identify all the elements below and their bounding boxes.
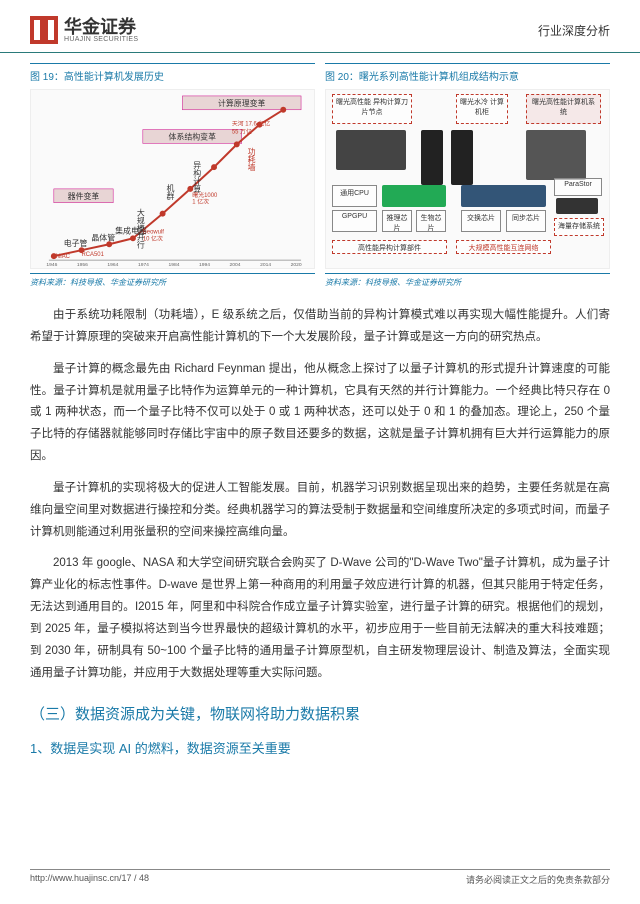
figure-20: 图 20：曙光系列高性能计算机组成结构示意 曙光高性能 异构计算刀片节点 曙光水… [325,63,610,291]
diag-bottom-r: 大规模高性能互连网络 [456,240,551,254]
logo-text-cn: 华金证券 [64,18,138,36]
figure-19-source: 资料来源：科技导报、华金证券研究所 [30,273,315,291]
paragraph-1: 由于系统功耗限制（功耗墙），E 级系统之后，仅借助当前的异构计算模式难以再实现大… [30,305,610,349]
svg-text:2020: 2020 [291,262,302,268]
svg-text:1956: 1956 [77,262,88,268]
phase-mid: 体系结构变革 [169,131,217,141]
svg-text:曙光1000: 曙光1000 [192,191,218,199]
body-text: 由于系统功耗限制（功耗墙），E 级系统之后，仅借助当前的异构计算模式难以再实现大… [0,305,640,685]
diag-mic: 推理芯片 [382,210,412,232]
section-heading-2: （三）数据资源成为关键，物联网将助力数据积累 [0,685,640,724]
paragraph-3: 量子计算机的实现将极大的促进人工智能发展。目前，机器学习识别数据呈现出来的趋势，… [30,478,610,544]
phase-left: 器件变革 [68,191,100,201]
figure-20-body: 曙光高性能 异构计算刀片节点 曙光水冷 计算机柜 曙光高性能计算机系统 通用CP… [325,89,610,269]
svg-text:天河 17.6 亿亿: 天河 17.6 亿亿 [232,120,271,128]
svg-text:1946: 1946 [46,262,57,268]
svg-text:电子管: 电子管 [64,238,88,248]
diag-cpu: 通用CPU [332,185,377,207]
diag-blade: 曙光高性能 异构计算刀片节点 [332,94,412,124]
svg-text:1 亿次: 1 亿次 [192,198,209,206]
diag-system: 曙光高性能计算机系统 [526,94,601,124]
phase-top: 计算原理变革 [218,98,266,108]
diag-clock: 同步芯片 [506,210,546,232]
svg-text:功耗墙: 功耗墙 [247,146,256,172]
diag-storage: 海量存储系统 [554,218,604,236]
svg-text:10 亿次: 10 亿次 [143,234,163,242]
figure-20-title: 图 20：曙光系列高性能计算机组成结构示意 [325,63,610,89]
diag-gpu: GPGPU [332,210,377,232]
diag-switch: 交换芯片 [461,210,501,232]
svg-text:1964: 1964 [107,262,118,268]
figure-19-title: 图 19：高性能计算机发展历史 [30,63,315,89]
footer-disclaimer: 请务必阅读正文之后的免责条款部分 [466,873,610,886]
svg-text:2004: 2004 [230,262,241,268]
logo-icon [30,16,58,44]
svg-text:2014: 2014 [260,262,271,268]
figures-row: 图 19：高性能计算机发展历史 计算原理变革 体系结构变革 器件变革 电子管 晶… [0,53,640,295]
svg-text:1984: 1984 [168,262,179,268]
page-header: 华金证券 HUAJIN SECURITIES 行业深度分析 [0,0,640,53]
figure-19-body: 计算原理变革 体系结构变革 器件变革 电子管 晶体管 集成电路 大规模并行 机群… [30,89,315,269]
diag-bottom-l: 高性能异构计算部件 [332,240,447,254]
diag-bio: 生物芯片 [416,210,446,232]
svg-text:晶体管: 晶体管 [91,232,115,242]
svg-text:55 万亿: 55 万亿 [232,128,252,136]
page-footer: http://www.huajinsc.cn/17 / 48 请务必阅读正文之后… [30,869,610,886]
footer-url: http://www.huajinsc.cn/17 / 48 [30,873,149,886]
section-heading-3: 1、数据是实现 AI 的燃料，数据资源至关重要 [0,724,640,757]
svg-text:RCA501: RCA501 [82,252,104,258]
paragraph-2: 量子计算的概念最先由 Richard Feynman 提出，他从概念上探讨了以量… [30,359,610,468]
logo: 华金证券 HUAJIN SECURITIES [30,16,138,44]
svg-text:异构计算: 异构计算 [193,161,202,194]
svg-text:1974: 1974 [138,262,149,268]
logo-text-en: HUAJIN SECURITIES [64,36,138,43]
svg-text:1994: 1994 [199,262,210,268]
figure-20-source: 资料来源：科技导报、华金证券研究所 [325,273,610,291]
paragraph-4: 2013 年 google、NASA 和大学空间研究联合会购买了 D-Wave … [30,553,610,684]
header-category: 行业深度分析 [538,22,610,39]
figure-19: 图 19：高性能计算机发展历史 计算原理变革 体系结构变革 器件变革 电子管 晶… [30,63,315,291]
diag-rack: 曙光水冷 计算机柜 [456,94,508,124]
figure-19-chart: 计算原理变革 体系结构变革 器件变革 电子管 晶体管 集成电路 大规模并行 机群… [31,90,314,268]
svg-text:Beowulf: Beowulf [143,229,164,235]
svg-text:机群: 机群 [166,183,175,201]
diag-parastor: ParaStor [554,178,602,196]
